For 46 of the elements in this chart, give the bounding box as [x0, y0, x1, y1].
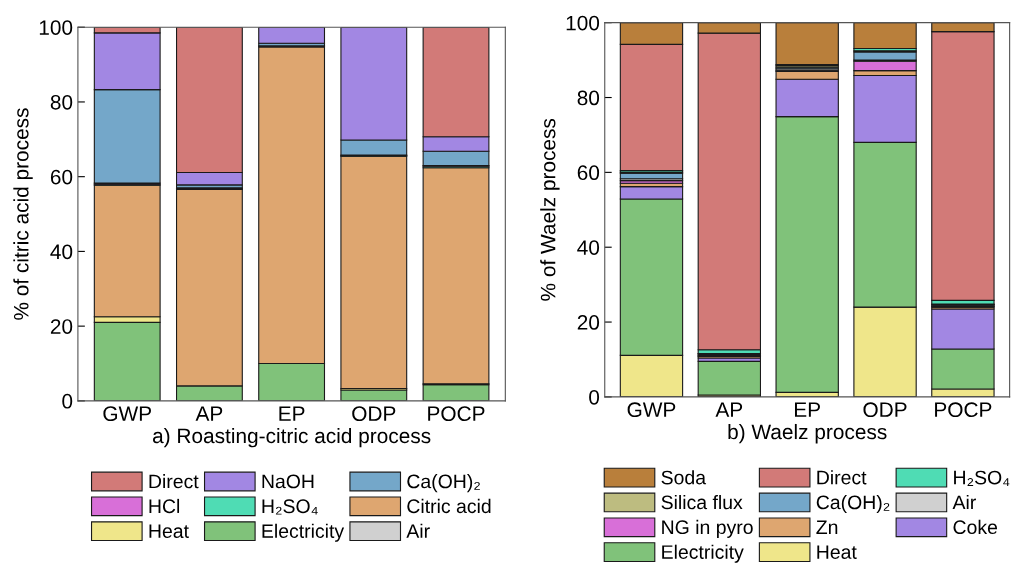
- y-tick-label: 0: [62, 393, 73, 409]
- x-axis-title: b) Waelz process: [728, 423, 887, 444]
- legend-label: Silica flux: [661, 494, 743, 510]
- legend-label: Ca(OH)₂: [816, 494, 890, 514]
- y-tick-label: 0: [589, 389, 600, 405]
- legend-label: Citric acid: [407, 498, 491, 514]
- legend-label: H₂SO₄: [954, 470, 1010, 486]
- y-tick-label: 100: [39, 20, 73, 35]
- y-tick-label: 20: [577, 315, 600, 330]
- x-axis-title: a) Roasting-citric acid process: [152, 427, 431, 448]
- legend-label: Air: [406, 523, 430, 538]
- x-tick-label: POCP: [935, 402, 992, 418]
- y-tick-label: 40: [577, 240, 600, 255]
- legend-label: Electricity: [662, 544, 744, 563]
- y-tick-label: 100: [566, 15, 600, 31]
- x-tick-label: EP: [795, 402, 820, 417]
- y-tick-label: 60: [50, 169, 73, 185]
- y-tick-label: 40: [50, 244, 73, 260]
- legend-label: Zn: [816, 520, 838, 534]
- y-axis-title: % of citric acid process: [13, 108, 33, 320]
- x-tick-label: AP: [195, 406, 223, 421]
- legend-label: Electricity: [262, 523, 345, 542]
- legend-label: Soda: [661, 470, 707, 485]
- y-tick-label: 20: [50, 319, 73, 334]
- legend-label: Air: [952, 494, 976, 510]
- legend-label: Coke: [953, 519, 998, 535]
- legend-label: Direct: [149, 474, 199, 489]
- y-tick-label: 80: [577, 90, 600, 106]
- y-tick-label: 80: [50, 94, 73, 110]
- legend-label: Ca(OH)₂: [407, 474, 480, 493]
- y-axis-title: % of Waelz process: [540, 118, 560, 301]
- x-tick-label: ODP: [863, 402, 907, 418]
- y-tick-label: 60: [577, 165, 600, 181]
- legend-label: Heat: [149, 524, 189, 538]
- legend-label: Direct: [817, 470, 867, 485]
- legend-label: H₂SO₄: [262, 499, 318, 515]
- x-tick-label: GWP: [627, 402, 676, 418]
- legend-label: NG in pyro: [662, 519, 753, 538]
- x-tick-label: POCP: [428, 406, 485, 422]
- x-tick-label: EP: [279, 406, 305, 421]
- legend-label: HCl: [149, 498, 180, 514]
- legend-label: Heat: [817, 545, 857, 559]
- x-tick-label: GWP: [103, 406, 151, 422]
- legend-label: NaOH: [262, 474, 314, 489]
- x-tick-label: ODP: [352, 406, 396, 422]
- x-tick-label: AP: [715, 402, 743, 417]
